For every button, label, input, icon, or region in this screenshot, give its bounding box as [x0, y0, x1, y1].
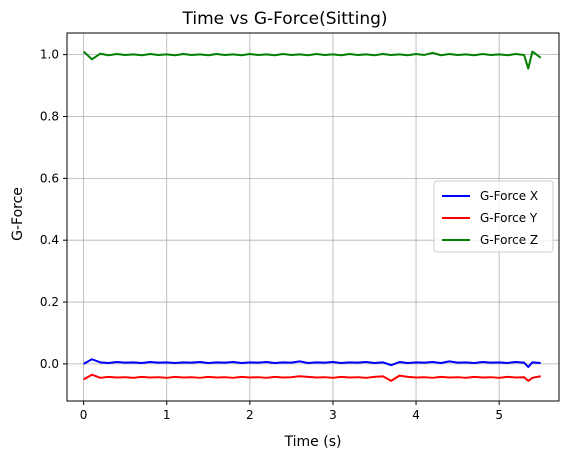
x-tick-label: 2 [246, 408, 254, 422]
y-tick-label: 0.2 [40, 295, 59, 309]
series-line-g-force-y [83, 373, 541, 382]
plot-series [82, 50, 542, 382]
x-axis-label: Time (s) [284, 434, 342, 450]
y-axis-label: G-Force [10, 187, 26, 241]
ticks: 0 1 2 3 4 5 0.0 0.2 0.4 0.6 0.8 1.0 [40, 48, 503, 422]
series-line-g-force-z [82, 50, 542, 70]
legend-label-g-force-x: G-Force X [480, 189, 538, 203]
x-tick-label: 3 [329, 408, 337, 422]
x-tick-label: 5 [495, 408, 503, 422]
y-tick-label: 0.0 [40, 357, 59, 371]
y-tick-label: 0.6 [40, 171, 59, 185]
y-tick-label: 1.0 [40, 48, 59, 62]
y-tick-label: 0.4 [40, 233, 59, 247]
x-tick-label: 1 [163, 408, 171, 422]
legend-label-g-force-y: G-Force Y [480, 211, 538, 225]
legend-label-g-force-z: G-Force Z [480, 233, 538, 247]
series-line-g-force-x [83, 358, 541, 368]
x-tick-label: 0 [80, 408, 88, 422]
y-tick-label: 0.8 [40, 109, 59, 123]
legend-box [433, 180, 554, 253]
chart-title: Time vs G-Force(Sitting) [181, 9, 387, 29]
x-tick-label: 4 [412, 408, 420, 422]
legend: G-Force X G-Force Y G-Force Z [433, 180, 554, 253]
plot-frame [66, 32, 560, 402]
